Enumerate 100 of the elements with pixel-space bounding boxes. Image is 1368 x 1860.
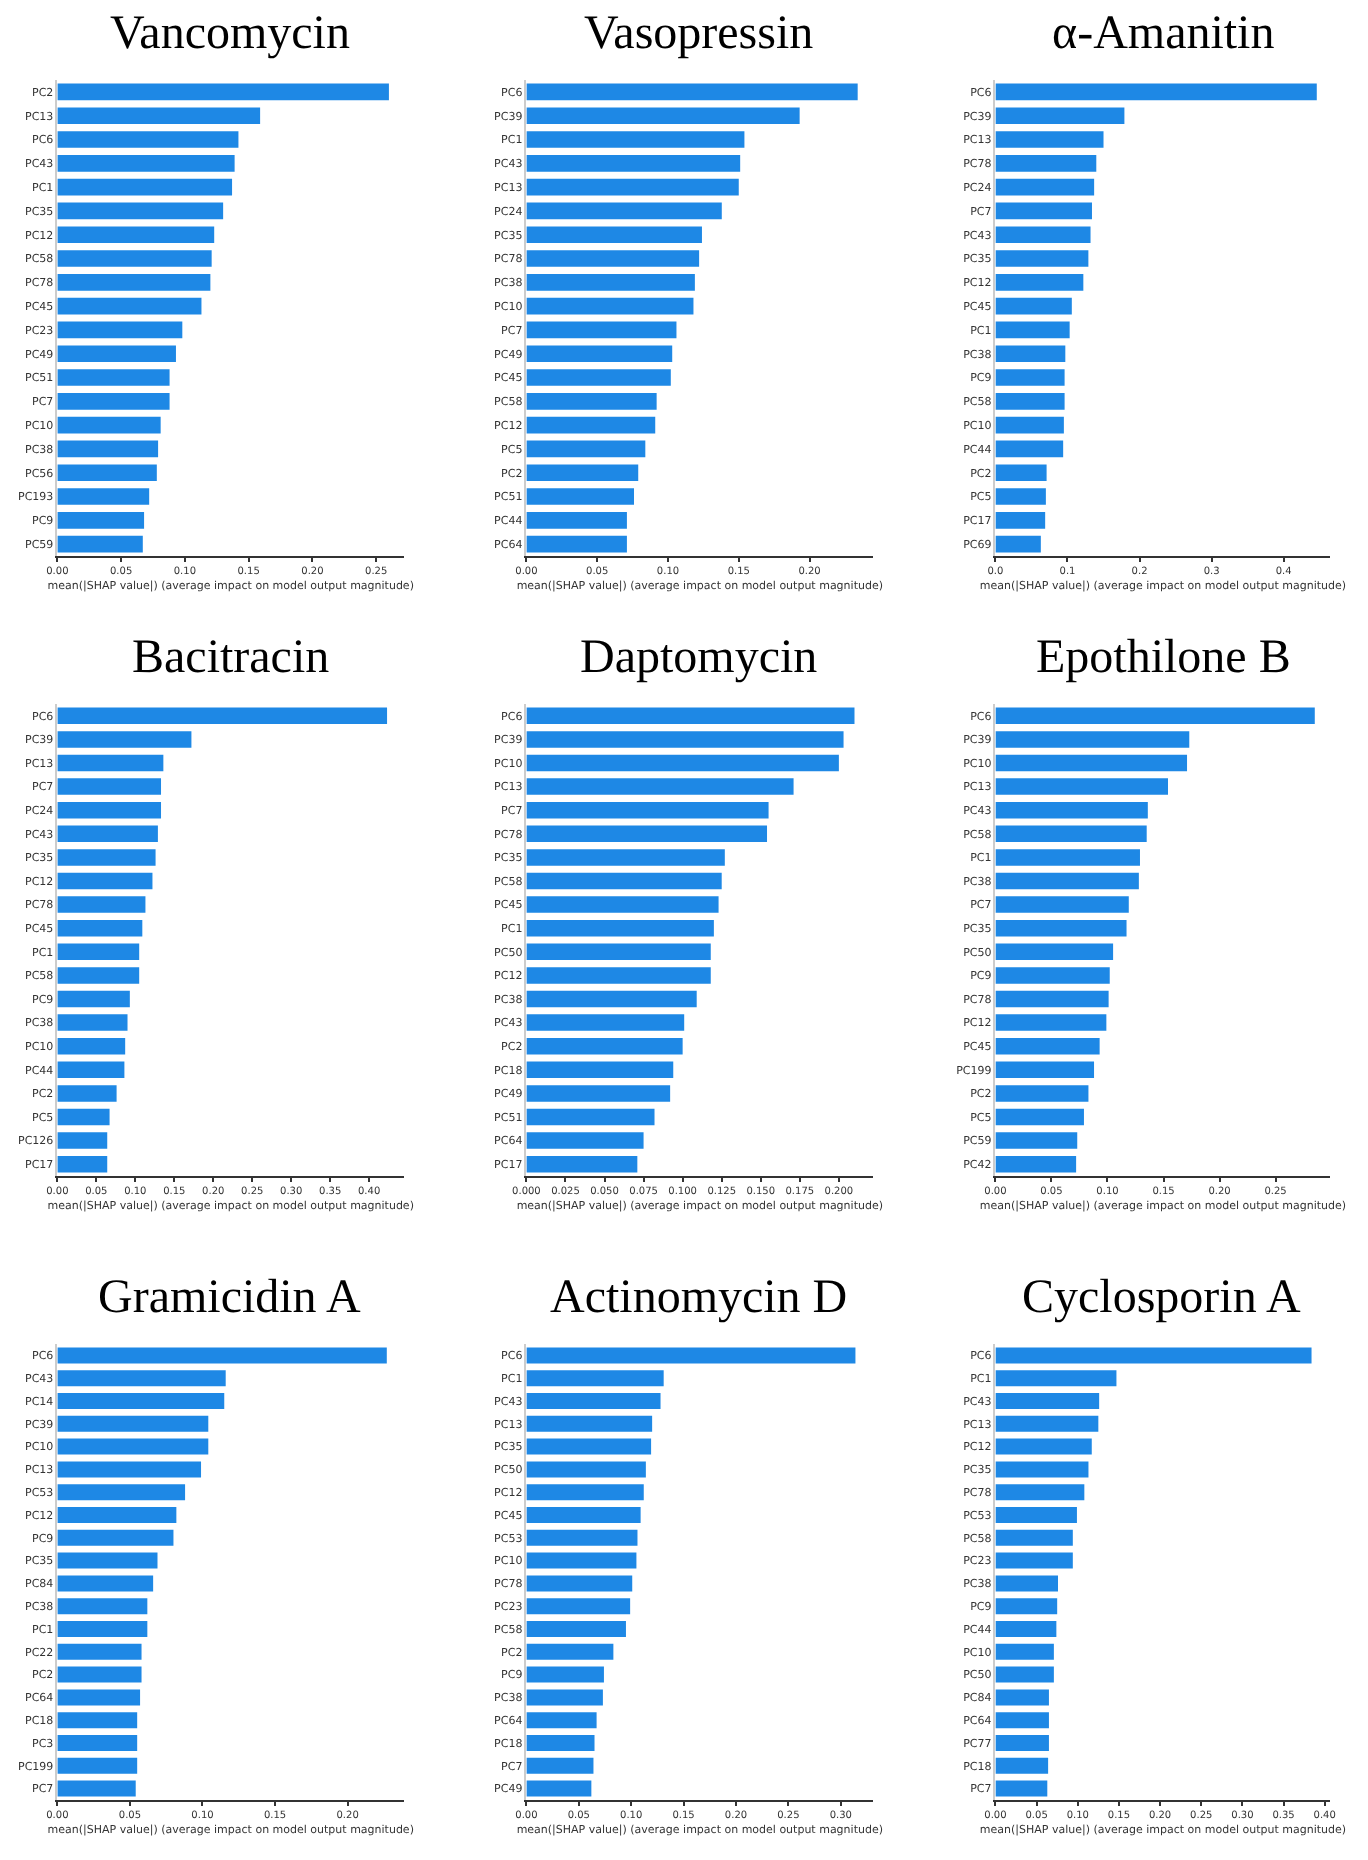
bar: [57, 511, 145, 529]
bar: [526, 872, 722, 890]
bar: [995, 1155, 1077, 1173]
bar: [57, 896, 146, 913]
bar: [57, 250, 212, 267]
bar: [995, 321, 1070, 339]
bar: [995, 801, 1148, 819]
bar: [526, 1575, 633, 1592]
bar: [526, 178, 739, 196]
bar: [526, 801, 769, 819]
bar: [995, 1461, 1089, 1478]
bar: [57, 754, 164, 772]
bar: [57, 943, 140, 961]
bar: [57, 967, 140, 984]
bar: [526, 1415, 653, 1432]
bar: [995, 1552, 1073, 1569]
bar: [57, 178, 233, 196]
bar: [57, 488, 150, 505]
bar: [526, 849, 725, 866]
bar: [57, 321, 183, 339]
bar: [526, 1061, 674, 1079]
bar: [526, 1155, 638, 1173]
bar: [526, 1438, 652, 1455]
bar: [57, 1552, 158, 1569]
bar: [526, 919, 714, 937]
bar: [995, 919, 1127, 937]
bar: [57, 83, 389, 101]
bar: [57, 919, 143, 937]
bar: [526, 967, 711, 984]
bar: [526, 990, 697, 1008]
bar: [995, 131, 1104, 148]
bar: [57, 1461, 202, 1478]
bar: [57, 392, 170, 410]
bar: [995, 1393, 1100, 1409]
bar: [57, 1735, 138, 1751]
bar: [57, 154, 235, 172]
bar: [995, 967, 1110, 984]
bar: [526, 416, 656, 434]
bar: [526, 825, 768, 843]
bar: [526, 226, 702, 244]
bar: [526, 321, 677, 339]
bar: [995, 731, 1190, 748]
bar: [995, 1507, 1077, 1523]
bar: [57, 202, 224, 220]
bar: [57, 369, 170, 386]
bar: [57, 1780, 136, 1797]
bar: [995, 345, 1066, 363]
bar: [57, 707, 388, 725]
chart-title: Vancomycin: [110, 8, 350, 60]
bar: [526, 1108, 655, 1126]
bar: [526, 154, 741, 172]
bar: [57, 731, 192, 748]
bar: [995, 488, 1046, 505]
bar: [57, 1014, 128, 1031]
bar: [526, 107, 800, 125]
bar: [57, 273, 211, 291]
bar: [57, 1484, 186, 1501]
bar: [995, 1108, 1084, 1126]
chart-title: Actinomycin D: [550, 1272, 848, 1324]
bar: [526, 345, 673, 363]
bar: [57, 1575, 154, 1592]
bar: [526, 440, 646, 458]
chart-title: Daptomycin: [580, 632, 818, 684]
bar: [526, 1347, 856, 1364]
bar: [995, 250, 1089, 267]
bar: [526, 754, 839, 772]
bar: [995, 1712, 1049, 1729]
bar: [57, 801, 162, 819]
chart-title: Cyclosporin A: [1022, 1272, 1303, 1324]
bar: [526, 1370, 664, 1387]
bar: [57, 297, 202, 315]
bar: [995, 511, 1046, 529]
bar: [526, 1621, 626, 1637]
bar: [526, 1393, 661, 1409]
bar: [995, 849, 1140, 866]
bar: [526, 1014, 685, 1031]
bar: [995, 297, 1072, 315]
chart-title: α-Amanitin: [1052, 8, 1275, 60]
bar: [995, 416, 1064, 434]
bar: [526, 202, 722, 220]
bar: [57, 440, 159, 458]
bar: [526, 83, 858, 101]
bar: [995, 107, 1125, 125]
bar: [57, 1598, 148, 1615]
bar: [995, 825, 1147, 843]
bar: [526, 1461, 646, 1478]
bar: [57, 226, 215, 244]
bar: [995, 1689, 1049, 1706]
bar: [995, 778, 1168, 795]
bar: [995, 178, 1095, 196]
bar: [995, 392, 1065, 410]
bar: [526, 392, 657, 410]
bar: [995, 1037, 1100, 1055]
bar: [995, 1621, 1057, 1637]
chart-title: Vasopressin: [584, 8, 814, 60]
bar: [526, 1529, 638, 1546]
bar: [526, 1552, 637, 1569]
bar: [526, 1689, 603, 1706]
bar: [57, 778, 162, 795]
bar: [57, 416, 161, 434]
